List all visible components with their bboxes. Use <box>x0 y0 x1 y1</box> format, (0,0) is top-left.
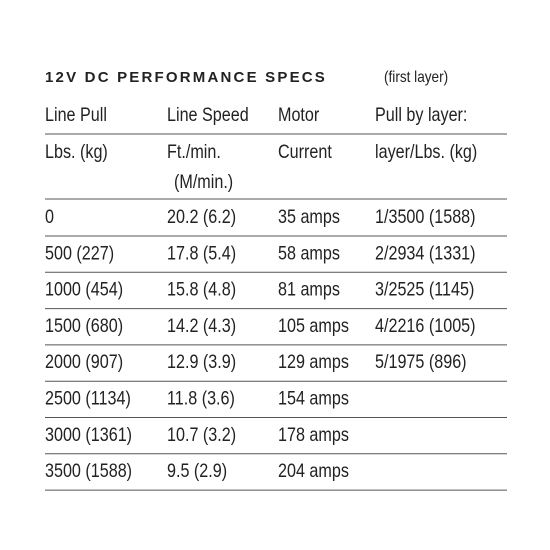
table-cell: 11.8 (3.6) <box>167 387 235 409</box>
table-cell: 81 amps <box>278 278 340 300</box>
table-cell: 105 amps <box>278 315 349 337</box>
table-cell: 35 amps <box>278 206 340 228</box>
header-cell: Line Pull <box>45 104 107 126</box>
header-cell: Line Speed <box>167 104 249 126</box>
table-cell: 2000 (907) <box>45 351 123 373</box>
table-cell: 3000 (1361) <box>45 424 132 446</box>
table-cell: 129 amps <box>278 351 349 373</box>
table-cell: 4/2216 (1005) <box>375 315 476 337</box>
table-cell: 2500 (1134) <box>45 387 131 409</box>
table-cell: 58 amps <box>278 242 340 264</box>
table-cell: 20.2 (6.2) <box>167 206 236 228</box>
table-cell: 0 <box>45 206 54 228</box>
table-cell: 17.8 (5.4) <box>167 242 236 264</box>
table-cell: 3500 (1588) <box>45 460 132 482</box>
table-cell: 15.8 (4.8) <box>167 278 236 300</box>
table-cell: 1000 (454) <box>45 278 123 300</box>
table-cell: 178 amps <box>278 424 349 446</box>
table-cell: 9.5 (2.9) <box>167 460 227 482</box>
table-cell: 14.2 (4.3) <box>167 315 236 337</box>
header-cell: layer/Lbs. (kg) <box>375 141 477 163</box>
table-cell: 10.7 (3.2) <box>167 424 236 446</box>
table-cell: 500 (227) <box>45 242 114 264</box>
table-cell: 5/1975 (896) <box>375 351 467 373</box>
table-cell: 154 amps <box>278 387 349 409</box>
table-cell: 12.9 (3.9) <box>167 351 236 373</box>
table-cell: 204 amps <box>278 460 349 482</box>
table-cell: 1500 (680) <box>45 315 123 337</box>
header-cell: (M/min.) <box>174 171 233 193</box>
header-cell: Lbs. (kg) <box>45 141 108 163</box>
table-cell: 3/2525 (1145) <box>375 278 474 300</box>
title: 12V DC PERFORMANCE SPECS <box>45 69 327 86</box>
header-cell: Pull by layer: <box>375 104 467 126</box>
header-cell: Motor <box>278 104 319 126</box>
header-cell: Current <box>278 141 332 163</box>
header-cell: Ft./min. <box>167 141 221 163</box>
table-cell: 2/2934 (1331) <box>375 242 476 264</box>
table-cell: 1/3500 (1588) <box>375 206 476 228</box>
subtitle: (first layer) <box>384 69 448 86</box>
